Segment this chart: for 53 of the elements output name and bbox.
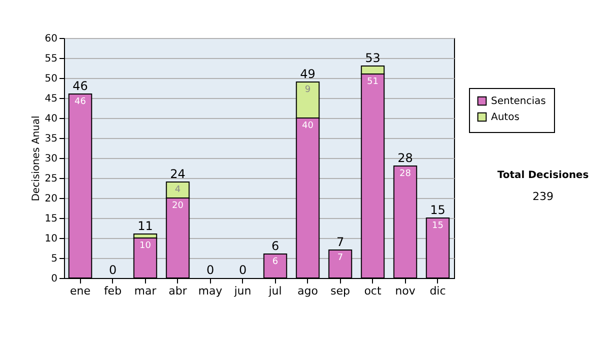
y-tick-label: 45 [44,94,58,104]
total-label: 28 [398,151,413,165]
x-tick-label: ene [70,284,91,298]
y-tick-label: 35 [44,134,58,144]
y-tick-label: 50 [44,74,58,84]
x-tick-label: jun [233,284,252,298]
y-tick-label: 60 [44,34,58,44]
total-label: 0 [206,263,214,277]
total-label: 0 [238,263,247,277]
x-tick-label: nov [395,284,416,298]
y-tick-label: 25 [44,174,58,184]
data-label: 4 [174,185,181,195]
legend-label: Autos [491,112,520,123]
data-label: 46 [74,97,86,107]
y-axis-title: Decisiones Anual [30,116,42,202]
data-label: 9 [304,85,311,95]
x-tick-label: mar [134,284,157,298]
y-tick-label: 0 [51,274,58,284]
total-label: 7 [336,235,344,249]
total-label: 0 [108,263,117,277]
y-tick-label: 10 [44,234,58,244]
text: Total Decisiones [496,170,590,181]
x-tick-label: dic [430,284,446,298]
x-tick-label: sep [330,284,350,298]
text: 239 [532,190,554,203]
data-label: 15 [432,221,444,231]
data-label: 6 [272,257,278,267]
data-label: 10 [140,241,152,251]
data-label: 7 [337,253,344,263]
total-label: 24 [170,167,186,181]
total-label: 15 [430,203,446,217]
data-label: 51 [367,77,378,87]
total-label: 6 [271,239,280,253]
y-tick-label: 20 [44,194,58,204]
legend-label: Sentencias [491,96,546,107]
data-label: 20 [172,201,184,211]
x-tick-label: feb [104,284,122,298]
x-tick-label: jul [268,284,282,298]
y-tick-label: 5 [51,254,58,264]
x-tick-label: may [198,284,223,298]
x-tick-label: abr [168,284,188,298]
data-label: 40 [302,121,314,131]
y-tick-label: 40 [44,114,58,124]
data-label: 28 [400,169,412,179]
total-label: 11 [138,219,153,233]
total-label: 49 [300,67,316,81]
x-tick-label: oct [364,284,382,298]
x-tick-label: ago [298,284,318,298]
total-label: 53 [365,51,380,65]
y-tick-label: 30 [44,154,58,164]
total-label: 46 [72,79,88,93]
y-tick-label: 55 [44,54,58,64]
y-tick-label: 15 [44,214,58,224]
